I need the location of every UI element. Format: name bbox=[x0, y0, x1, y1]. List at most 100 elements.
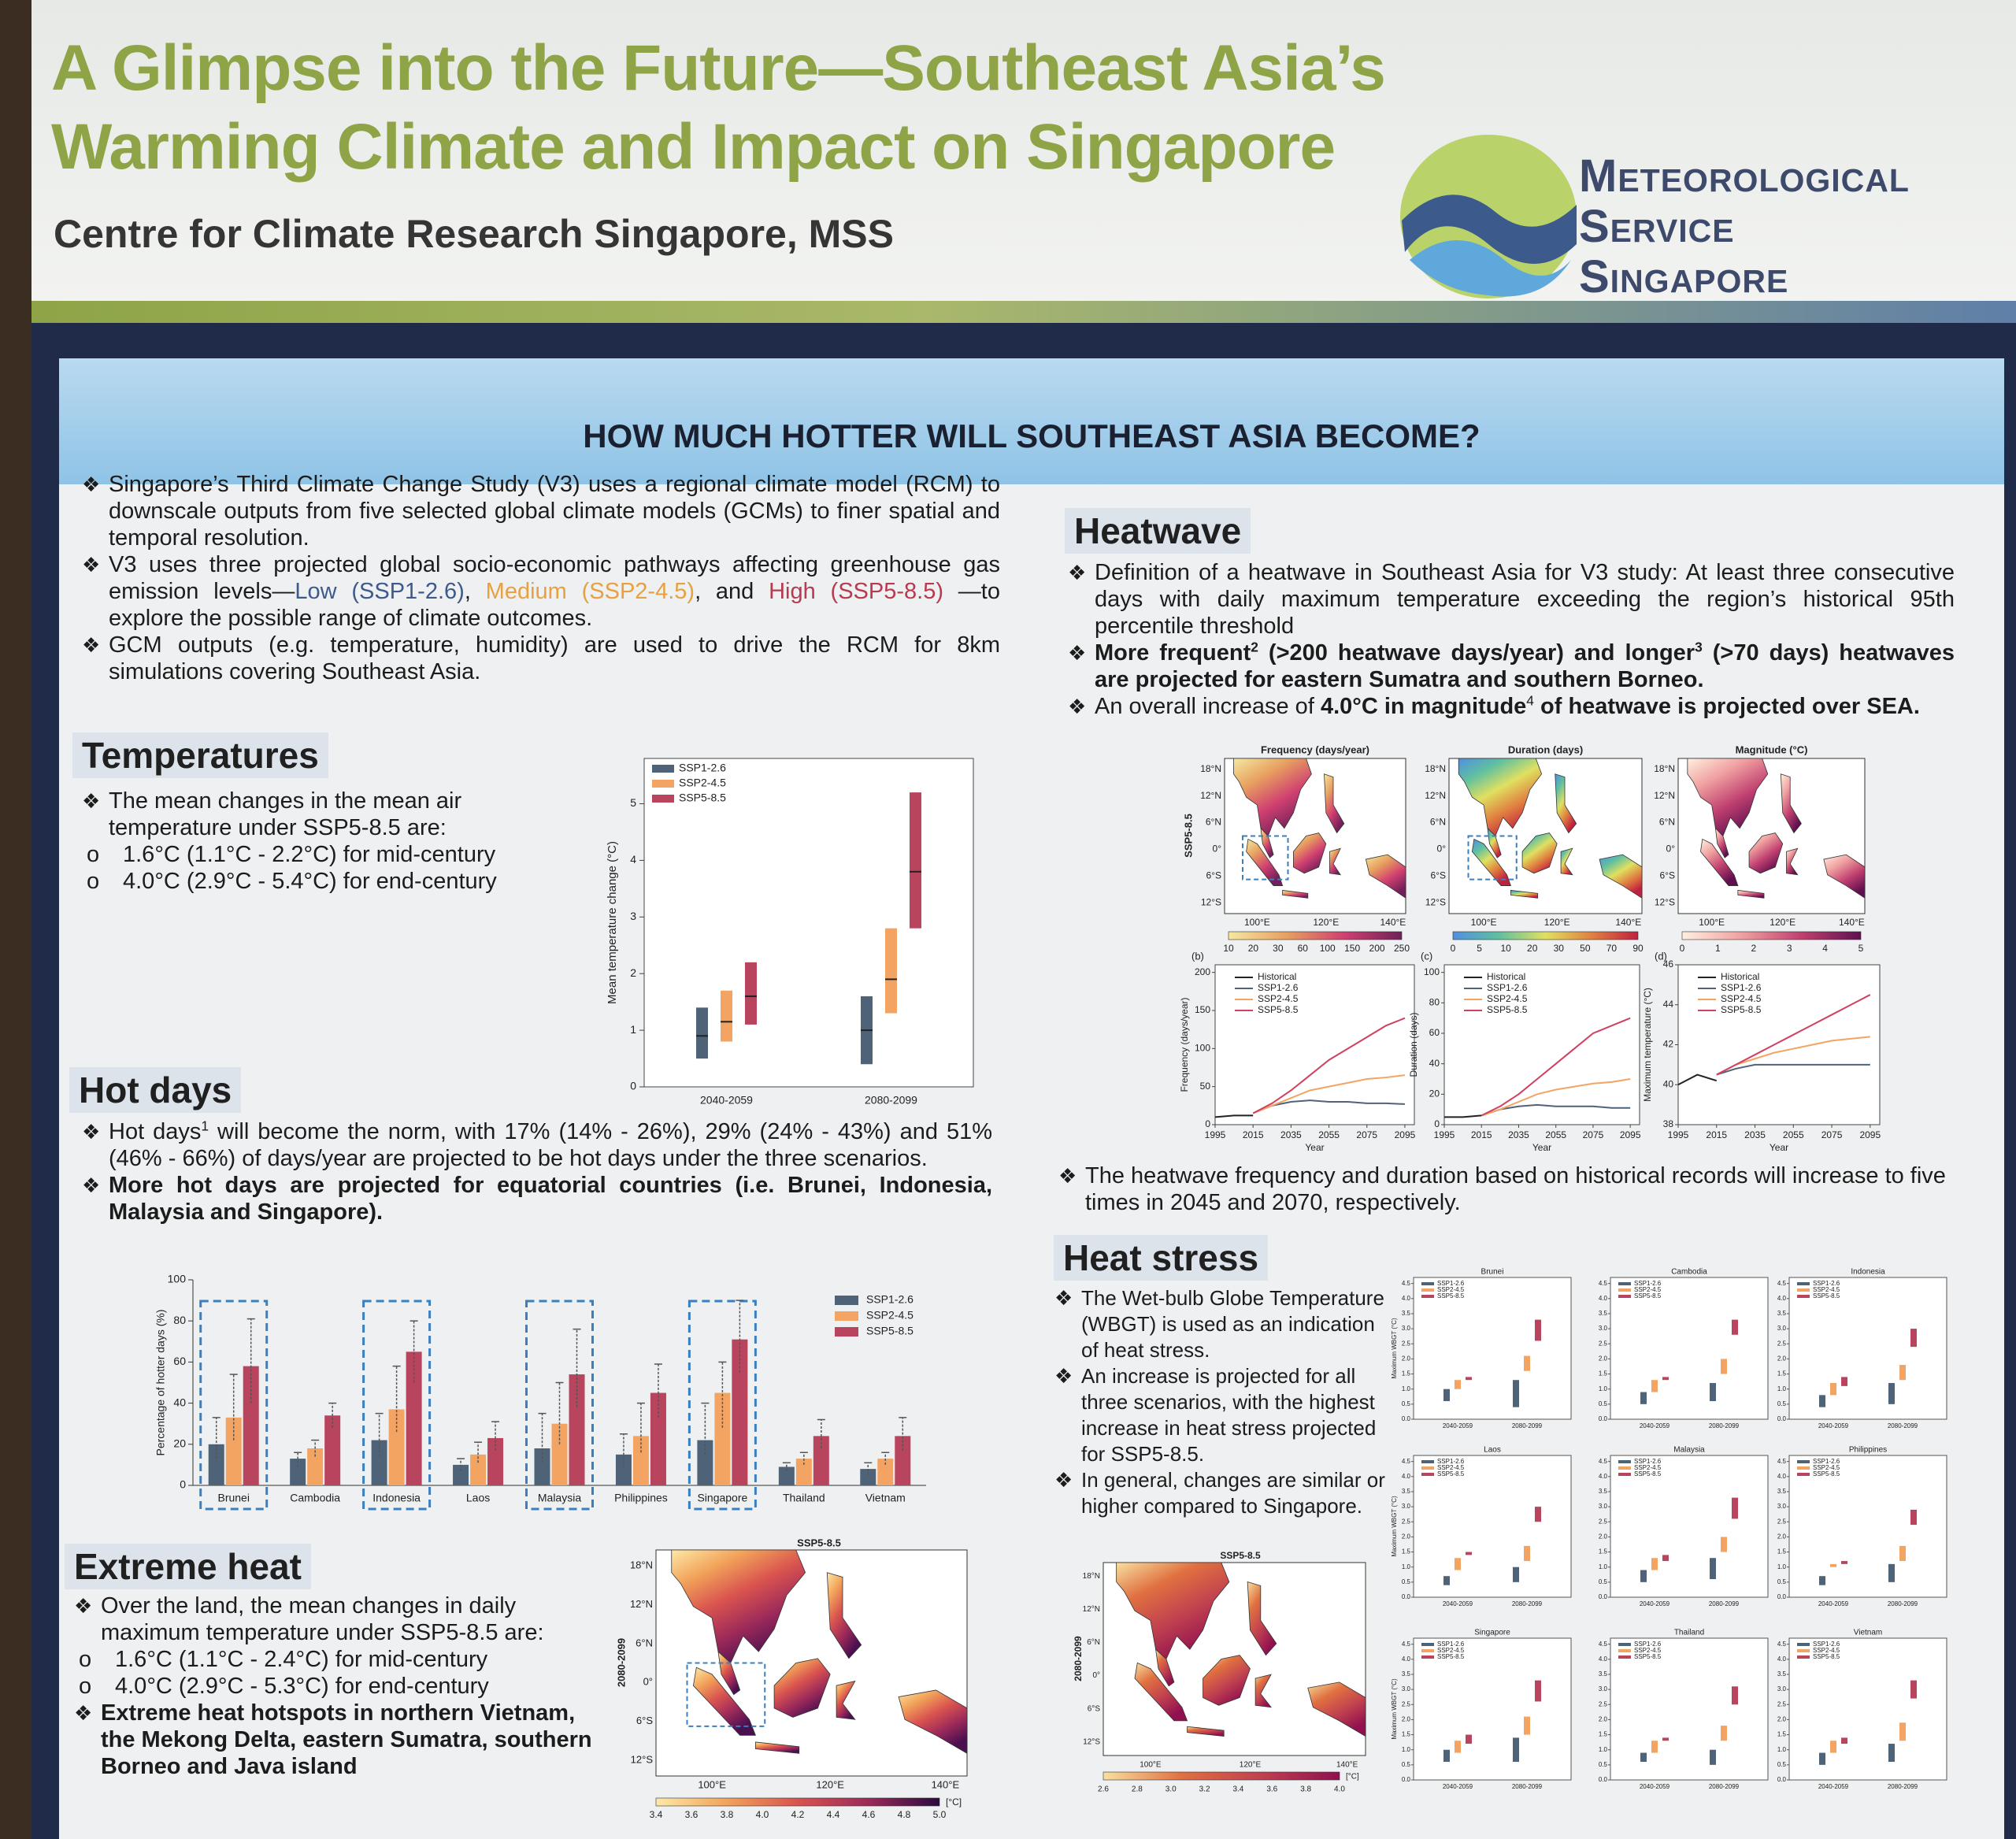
y-tick-label: 2.0 bbox=[1777, 1716, 1787, 1723]
y-tick-label: 1.0 bbox=[1402, 1385, 1411, 1392]
y-tick-label: 1.0 bbox=[1599, 1385, 1608, 1392]
land bbox=[1233, 758, 1312, 837]
y-tick-label: 0.5 bbox=[1599, 1761, 1608, 1768]
bar bbox=[324, 1415, 341, 1485]
chart-title: Malaysia bbox=[1673, 1446, 1705, 1455]
bar bbox=[732, 1339, 748, 1485]
lat-label: 12°N bbox=[630, 1598, 653, 1610]
y-tick-label: 2.5 bbox=[1777, 1340, 1787, 1347]
chart-title: Vietnam bbox=[1854, 1629, 1883, 1637]
y-tick-label: 4.5 bbox=[1599, 1458, 1608, 1465]
lon-label: 140°E bbox=[1336, 1761, 1358, 1770]
x-tick-label: Laos bbox=[466, 1492, 490, 1504]
y-tick-label: 20 bbox=[1429, 1088, 1440, 1099]
accent-strip bbox=[32, 301, 2016, 323]
lat-label: 18°N bbox=[1200, 763, 1221, 774]
y-tick-label: 3.5 bbox=[1599, 1488, 1608, 1495]
y-tick-label: 0.5 bbox=[1402, 1400, 1411, 1407]
legend-label: SSP1-2.6 bbox=[1258, 982, 1299, 993]
bar bbox=[778, 1466, 795, 1485]
y-tick-label: 3.0 bbox=[1402, 1685, 1411, 1693]
y-tick-label: 1.0 bbox=[1402, 1563, 1411, 1570]
y-tick-label: 80 bbox=[1429, 997, 1440, 1008]
y-tick-label: 1.5 bbox=[1777, 1548, 1787, 1555]
x-tick-label: 2015 bbox=[1706, 1129, 1727, 1140]
map-title: SSP5-8.5 bbox=[797, 1537, 841, 1548]
y-tick-label: 0 bbox=[1205, 1118, 1210, 1129]
chart-frame bbox=[1788, 1277, 1947, 1420]
y-tick-label: 0.0 bbox=[1777, 1593, 1787, 1600]
range-bar bbox=[1535, 1507, 1541, 1522]
sub-item: 4.0°C (2.9°C - 5.4°C) for end-century bbox=[79, 868, 583, 895]
land bbox=[1293, 832, 1327, 874]
y-tick-label: 20 bbox=[173, 1437, 186, 1450]
x-tick-label: 2035 bbox=[1508, 1129, 1529, 1140]
legend-swatch bbox=[1797, 1288, 1810, 1292]
y-tick-label: 0.0 bbox=[1599, 1776, 1608, 1783]
range-bar bbox=[1535, 1680, 1541, 1702]
legend-swatch bbox=[652, 780, 674, 788]
colorbar-label: 2 bbox=[1751, 943, 1756, 954]
y-tick-label: 2.0 bbox=[1599, 1533, 1608, 1541]
bullet: More hot days are projected for equatori… bbox=[79, 1172, 992, 1225]
x-axis-label: Year bbox=[1532, 1142, 1551, 1153]
legend-label: SSP1-2.6 bbox=[1634, 1280, 1662, 1287]
y-tick-label: 4.5 bbox=[1599, 1641, 1608, 1648]
range-bar bbox=[1899, 1365, 1906, 1381]
x-tick-label: 2040-2059 bbox=[700, 1094, 753, 1107]
range-bar bbox=[1535, 1319, 1541, 1341]
land bbox=[773, 1658, 831, 1718]
line bbox=[1480, 1103, 1631, 1117]
range-bar bbox=[1513, 1737, 1519, 1763]
x-tick-label: 2080-2099 bbox=[1709, 1783, 1740, 1790]
logo-text: Meteorological Service Singapore bbox=[1579, 151, 1910, 302]
text-run: 4.0°C in magnitude bbox=[1320, 694, 1527, 719]
panel-label: (d) bbox=[1655, 950, 1667, 962]
chart-frame bbox=[1788, 1637, 1947, 1781]
lat-label: 0° bbox=[1213, 843, 1222, 855]
land bbox=[836, 1680, 856, 1720]
range-bar bbox=[1466, 1377, 1472, 1381]
chart-frame bbox=[1610, 1277, 1769, 1420]
map-title: SSP5-8.5 bbox=[1220, 1550, 1261, 1561]
range-bar bbox=[1640, 1392, 1647, 1404]
colorbar-label: 3.4 bbox=[650, 1809, 663, 1820]
x-tick-label: 2055 bbox=[1545, 1129, 1566, 1140]
legend-swatch bbox=[1797, 1466, 1810, 1470]
land bbox=[1458, 758, 1543, 837]
y-tick-label: 4.5 bbox=[1777, 1280, 1787, 1287]
lon-label: 100°E bbox=[1471, 917, 1497, 928]
y-tick-label: 3.5 bbox=[1599, 1670, 1608, 1678]
legend-label: SSP5-8.5 bbox=[866, 1325, 914, 1337]
colorbar-label: 4.6 bbox=[862, 1809, 876, 1820]
line bbox=[1480, 1078, 1631, 1117]
y-tick-label: 2.0 bbox=[1599, 1355, 1608, 1363]
x-tick-label: 2075 bbox=[1356, 1129, 1377, 1140]
y-tick-label: 1.5 bbox=[1402, 1548, 1411, 1555]
bullet: GCM outputs (e.g. temperature, humidity)… bbox=[79, 632, 1000, 685]
text-run: of heatwave is projected over SEA. bbox=[1533, 694, 1920, 719]
y-tick-label: 44 bbox=[1663, 999, 1674, 1010]
range-bar bbox=[1888, 1563, 1895, 1582]
legend-label: SSP1-2.6 bbox=[1437, 1458, 1465, 1465]
legend-swatch bbox=[1618, 1473, 1631, 1476]
bar bbox=[615, 1454, 632, 1485]
highlight-box bbox=[362, 1300, 432, 1511]
y-tick-label: 4.0 bbox=[1777, 1473, 1787, 1480]
legend-label: SSP5-8.5 bbox=[1258, 1004, 1299, 1015]
range-bar bbox=[1721, 1359, 1727, 1374]
range-bar bbox=[1721, 1537, 1727, 1552]
y-tick-label: 4.0 bbox=[1402, 1473, 1411, 1480]
bullet: Definition of a heatwave in Southeast As… bbox=[1065, 559, 1955, 640]
colorbar-label: 90 bbox=[1632, 943, 1644, 954]
legend-swatch bbox=[1618, 1466, 1631, 1470]
logo-line: Meteorological bbox=[1579, 150, 1910, 202]
y-tick-label: 4.0 bbox=[1599, 1655, 1608, 1663]
range-bar bbox=[1651, 1380, 1658, 1392]
range-bar bbox=[1830, 1383, 1836, 1396]
land bbox=[1599, 854, 1643, 899]
land bbox=[1737, 889, 1765, 899]
lat-label: 12°N bbox=[1654, 790, 1675, 801]
range-bar bbox=[1830, 1563, 1836, 1567]
y-tick-label: 42 bbox=[1663, 1039, 1674, 1050]
